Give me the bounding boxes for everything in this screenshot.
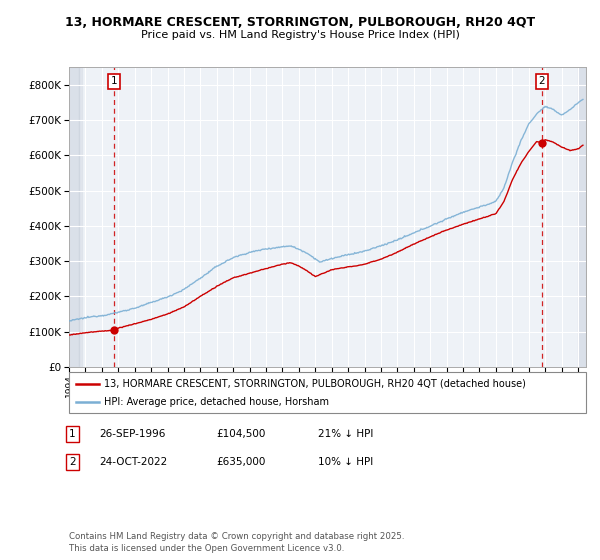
Text: 10% ↓ HPI: 10% ↓ HPI [318, 457, 373, 467]
Text: HPI: Average price, detached house, Horsham: HPI: Average price, detached house, Hors… [104, 397, 329, 407]
Text: 13, HORMARE CRESCENT, STORRINGTON, PULBOROUGH, RH20 4QT (detached house): 13, HORMARE CRESCENT, STORRINGTON, PULBO… [104, 379, 526, 389]
Text: 24-OCT-2022: 24-OCT-2022 [99, 457, 167, 467]
Text: £104,500: £104,500 [216, 429, 265, 439]
Text: 2: 2 [539, 76, 545, 86]
Text: 2: 2 [69, 457, 76, 467]
Text: Price paid vs. HM Land Registry's House Price Index (HPI): Price paid vs. HM Land Registry's House … [140, 30, 460, 40]
Text: £635,000: £635,000 [216, 457, 265, 467]
Text: Contains HM Land Registry data © Crown copyright and database right 2025.
This d: Contains HM Land Registry data © Crown c… [69, 532, 404, 553]
Text: 13, HORMARE CRESCENT, STORRINGTON, PULBOROUGH, RH20 4QT: 13, HORMARE CRESCENT, STORRINGTON, PULBO… [65, 16, 535, 29]
Bar [79, 67, 82, 367]
Text: 26-SEP-1996: 26-SEP-1996 [99, 429, 166, 439]
Bar [69, 67, 79, 367]
Text: 1: 1 [111, 76, 118, 86]
Text: 21% ↓ HPI: 21% ↓ HPI [318, 429, 373, 439]
Bar [578, 67, 586, 367]
Text: 1: 1 [69, 429, 76, 439]
